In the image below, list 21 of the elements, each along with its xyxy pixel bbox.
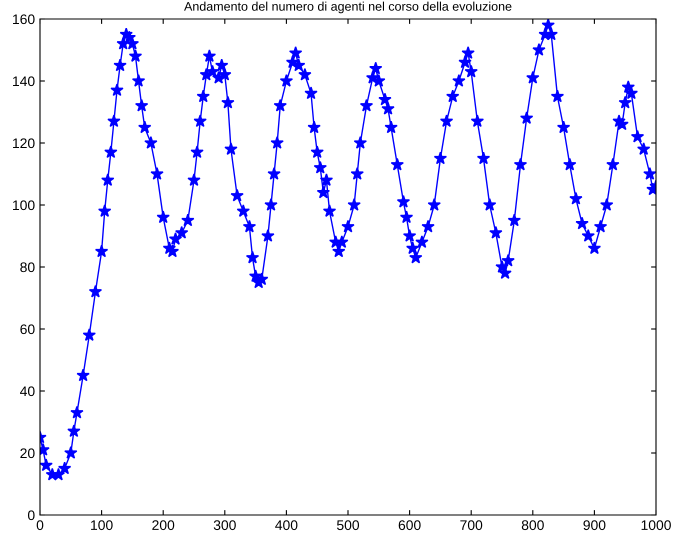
x-tick-label: 100	[91, 520, 113, 530]
y-tick-label: 80	[20, 262, 35, 272]
chart-title: Andamento del numero di agenti nel corso della evoluzione	[184, 2, 512, 14]
y-tick-label: 120	[13, 138, 35, 148]
y-tick-label: 60	[20, 324, 35, 334]
y-tick-label: 100	[13, 200, 35, 210]
x-tick-label: 1000	[642, 520, 671, 530]
y-tick-label: 160	[13, 14, 35, 24]
x-tick-label: 500	[336, 520, 360, 530]
y-tick-label: 140	[13, 76, 35, 86]
x-tick-label: 0	[36, 520, 44, 530]
x-tick-label: 200	[152, 520, 174, 530]
x-tick-label: 700	[460, 520, 482, 530]
y-tick-label: 20	[20, 448, 35, 458]
x-tick-label: 400	[275, 520, 298, 530]
x-tick-label: 300	[214, 520, 236, 530]
x-tick-label: 800	[522, 520, 544, 530]
x-tick-label: 600	[398, 520, 421, 530]
x-tick-label: 900	[583, 520, 606, 530]
y-tick-label: 40	[20, 386, 35, 396]
y-tick-label: 0	[28, 510, 35, 520]
